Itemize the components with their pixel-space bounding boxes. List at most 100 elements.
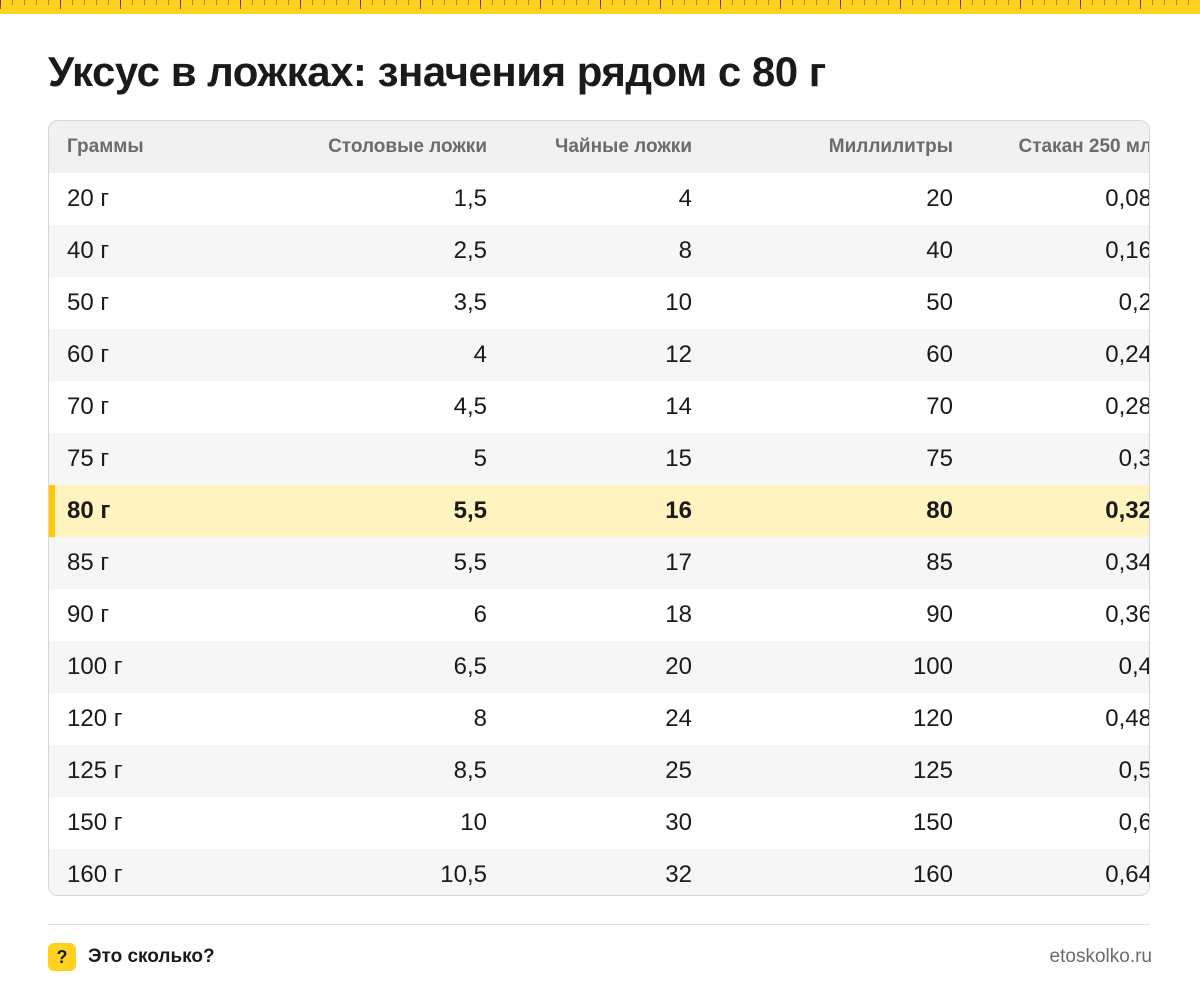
cell-glass: 0,16 [1105, 237, 1150, 264]
cell-milliliters: 85 [926, 549, 953, 576]
ruler-top-bar [0, 0, 1200, 14]
cell-milliliters: 100 [912, 653, 953, 680]
cell-teaspoons: 18 [665, 601, 692, 628]
column-header-milliliters: Миллилитры [828, 136, 953, 157]
column-header-grams: Граммы [67, 136, 144, 157]
cell-milliliters: 20 [926, 185, 953, 212]
table-row: 125 г 8,5 25 125 0,5 [49, 745, 1150, 797]
cell-teaspoons: 8 [678, 237, 692, 264]
cell-teaspoons: 30 [665, 809, 692, 836]
cell-grams: 20 г [67, 185, 110, 212]
brand-name: Это сколько? [88, 946, 215, 967]
cell-grams: 60 г [67, 341, 110, 368]
table-row: 40 г 2,5 8 40 0,16 [49, 225, 1150, 277]
cell-teaspoons: 12 [665, 341, 692, 368]
table-body: 20 г 1,5 4 20 0,08 40 г 2,5 8 40 0,16 50 г 3,5 10 50 0… [49, 173, 1150, 895]
cell-milliliters: 125 [912, 757, 953, 784]
footer-divider [48, 924, 1150, 925]
cell-teaspoons: 32 [665, 861, 692, 888]
cell-glass: 0,3 [1118, 445, 1150, 472]
cell-tablespoons: 5,5 [453, 549, 487, 576]
table-row: 100 г 6,5 20 100 0,4 [49, 641, 1150, 693]
cell-grams: 80 г [49, 485, 257, 537]
question-badge-icon: ? [48, 943, 76, 971]
cell-glass: 0,08 [1105, 185, 1150, 212]
cell-grams: 160 г [67, 861, 123, 888]
cell-teaspoons: 16 [665, 497, 692, 524]
cell-glass: 0,32 [1105, 497, 1150, 524]
cell-glass: 0,6 [1118, 809, 1150, 836]
cell-milliliters: 80 [926, 497, 953, 524]
cell-glass: 0,34 [1105, 549, 1150, 576]
table-row: 60 г 4 12 60 0,24 [49, 329, 1150, 381]
cell-glass: 0,5 [1118, 757, 1150, 784]
column-header-tablespoons: Столовые ложки [328, 136, 487, 157]
cell-teaspoons: 4 [678, 185, 692, 212]
cell-glass: 0,2 [1118, 289, 1150, 316]
cell-tablespoons: 5 [473, 445, 487, 472]
cell-grams: 40 г [67, 237, 110, 264]
cell-grams: 150 г [67, 809, 123, 836]
cell-teaspoons: 15 [665, 445, 692, 472]
cell-teaspoons: 14 [665, 393, 692, 420]
cell-milliliters: 75 [926, 445, 953, 472]
cell-glass: 0,36 [1105, 601, 1150, 628]
table-row: 20 г 1,5 4 20 0,08 [49, 173, 1150, 225]
cell-milliliters: 120 [912, 705, 953, 732]
cell-grams: 50 г [67, 289, 110, 316]
cell-tablespoons: 10,5 [440, 861, 487, 888]
table-row: 70 г 4,5 14 70 0,28 [49, 381, 1150, 433]
cell-tablespoons: 4 [473, 341, 487, 368]
cell-tablespoons: 6 [473, 601, 487, 628]
cell-teaspoons: 25 [665, 757, 692, 784]
column-header-glass: Стакан 250 мл [1018, 136, 1150, 157]
cell-teaspoons: 17 [665, 549, 692, 576]
table-row: 90 г 6 18 90 0,36 [49, 589, 1150, 641]
conversion-table-card: Граммы Столовые ложки Чайные ложки Милли… [48, 120, 1150, 896]
cell-teaspoons: 20 [665, 653, 692, 680]
table-row: 160 г 10,5 32 160 0,64 [49, 849, 1150, 895]
conversion-table: Граммы Столовые ложки Чайные ложки Милли… [49, 121, 1150, 895]
cell-glass: 0,4 [1118, 653, 1150, 680]
cell-grams: 90 г [67, 601, 110, 628]
cell-teaspoons: 24 [665, 705, 692, 732]
cell-tablespoons: 2,5 [453, 237, 487, 264]
cell-tablespoons: 10 [460, 809, 487, 836]
page-title: Уксус в ложках: значения рядом с 80 г [48, 48, 826, 95]
cell-grams: 85 г [67, 549, 110, 576]
cell-grams: 100 г [67, 653, 123, 680]
cell-milliliters: 40 [926, 237, 953, 264]
column-header-teaspoons: Чайные ложки [555, 136, 692, 157]
cell-glass: 0,24 [1105, 341, 1150, 368]
table-header-row: Граммы Столовые ложки Чайные ложки Милли… [49, 121, 1150, 173]
footer-brand: ? Это сколько? [48, 942, 215, 972]
cell-grams: 75 г [67, 445, 110, 472]
cell-milliliters: 90 [926, 601, 953, 628]
cell-glass: 0,64 [1105, 861, 1150, 888]
table-row: 120 г 8 24 120 0,48 [49, 693, 1150, 745]
cell-tablespoons: 3,5 [453, 289, 487, 316]
cell-milliliters: 160 [912, 861, 953, 888]
cell-milliliters: 60 [926, 341, 953, 368]
cell-milliliters: 150 [912, 809, 953, 836]
cell-glass: 0,28 [1105, 393, 1150, 420]
cell-tablespoons: 8 [473, 705, 487, 732]
cell-grams: 120 г [67, 705, 123, 732]
table-row: 75 г 5 15 75 0,3 [49, 433, 1150, 485]
cell-teaspoons: 10 [665, 289, 692, 316]
table-row: 85 г 5,5 17 85 0,34 [49, 537, 1150, 589]
table-row: 50 г 3,5 10 50 0,2 [49, 277, 1150, 329]
cell-tablespoons: 8,5 [453, 757, 487, 784]
table-row: 150 г 10 30 150 0,6 [49, 797, 1150, 849]
cell-tablespoons: 1,5 [453, 185, 487, 212]
cell-tablespoons: 5,5 [453, 497, 487, 524]
cell-milliliters: 70 [926, 393, 953, 420]
table-row-highlighted: 80 г 5,5 16 80 0,32 [49, 485, 1150, 537]
cell-tablespoons: 4,5 [453, 393, 487, 420]
cell-tablespoons: 6,5 [453, 653, 487, 680]
cell-milliliters: 50 [926, 289, 953, 316]
cell-glass: 0,48 [1105, 705, 1150, 732]
site-link[interactable]: etoskolko.ru [1049, 946, 1152, 967]
cell-grams: 70 г [67, 393, 110, 420]
cell-grams: 125 г [67, 757, 123, 784]
